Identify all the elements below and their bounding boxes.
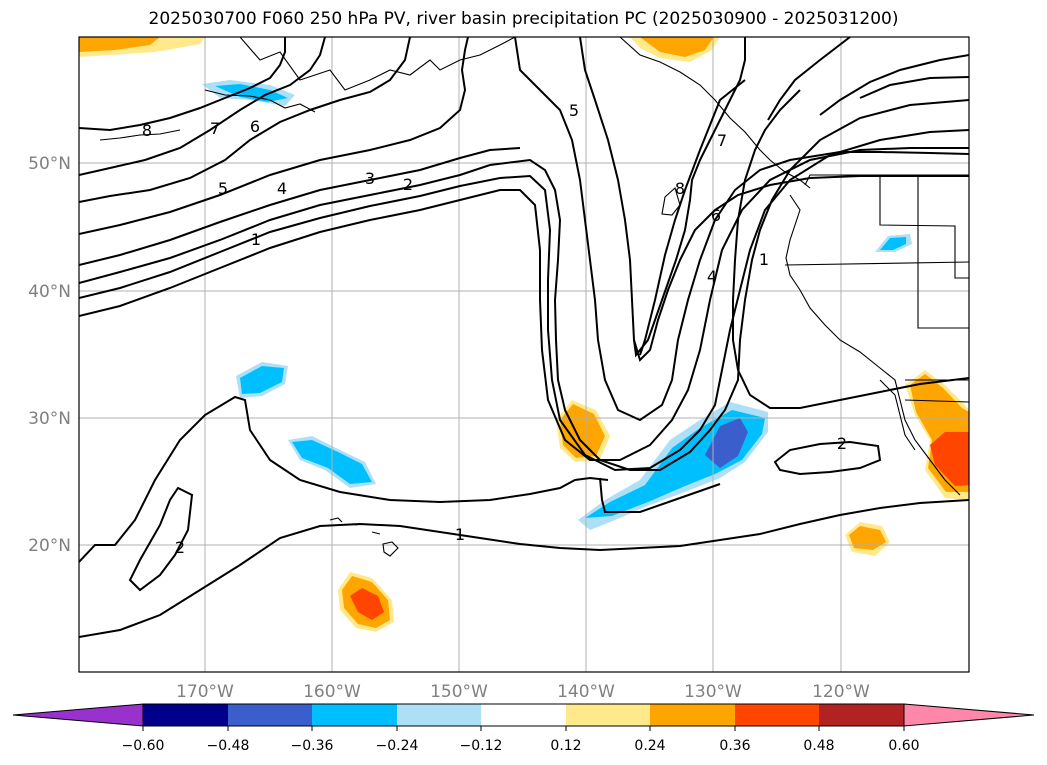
lat-label-50n: 50°N: [28, 154, 71, 174]
colorbar-segment: [650, 704, 735, 726]
lon-label-130w: 130°W: [684, 682, 742, 702]
contour-label: 6: [250, 117, 260, 136]
precip-positive-region: [930, 432, 969, 486]
longitude-labels: 170°W 160°W 150°W 140°W 130°W 120°W: [176, 682, 870, 702]
contour-label: 5: [218, 179, 228, 198]
map-title: 2025030700 F060 250 hPa PV, river basin …: [148, 9, 899, 29]
contour-label: 6: [711, 206, 721, 225]
contour-label: 3: [365, 169, 375, 188]
contour-label: 2: [837, 434, 847, 453]
precip-negative-region: [215, 84, 288, 102]
lat-label-30n: 30°N: [28, 409, 71, 429]
contour-label: 8: [142, 121, 152, 140]
pv-contours: [79, 37, 969, 638]
contour-label: 7: [717, 131, 727, 150]
colorbar-tick-label: 0.48: [803, 738, 834, 754]
contour-label: 2: [403, 175, 413, 194]
contour-label: 2: [175, 538, 185, 557]
colorbar-tick-label: 0.60: [888, 738, 919, 754]
lat-label-40n: 40°N: [28, 282, 71, 302]
colorbar-tick-label: −0.24: [376, 738, 419, 754]
precip-positive-region: [640, 37, 714, 57]
precip-positive-region: [79, 37, 160, 52]
colorbar-extend-left: [12, 703, 144, 727]
precip-negative-region: [880, 237, 906, 250]
colorbar-extend-right: [903, 703, 1035, 727]
contour-label: 1: [759, 250, 769, 269]
colorbar-tick-label: −0.60: [122, 738, 165, 754]
latitude-labels: 50°N 40°N 30°N 20°N: [28, 154, 71, 556]
lon-label-170w: 170°W: [176, 682, 234, 702]
precip-negative-region: [705, 418, 748, 468]
colorbar-segment: [228, 704, 312, 726]
colorbar-tick-label: 0.24: [634, 738, 665, 754]
contour-label: 7: [210, 119, 220, 138]
colorbar-tick-label: 0.12: [550, 738, 581, 754]
contour-label: 1: [455, 525, 465, 544]
colorbar-segment: [819, 704, 904, 726]
precip-negative-region: [240, 366, 284, 394]
colorbar-tick-label: −0.12: [460, 738, 503, 754]
precip-positive-region: [350, 588, 384, 620]
lat-label-20n: 20°N: [28, 536, 71, 556]
lon-label-140w: 140°W: [557, 682, 615, 702]
contour-label: 4: [277, 179, 287, 198]
map-frame: [78, 36, 970, 673]
precip-positive-region: [849, 526, 886, 550]
colorbar-segment: [312, 704, 397, 726]
colorbar-tick-label: 0.36: [719, 738, 750, 754]
colorbar-segment: [143, 704, 228, 726]
colorbar-segment: [397, 704, 481, 726]
contour-label: 5: [569, 101, 579, 120]
lon-label-150w: 150°W: [430, 682, 488, 702]
colorbar-segment: [735, 704, 819, 726]
colorbar-tick-label: −0.36: [291, 738, 334, 754]
colorbar-tick-label: −0.48: [207, 738, 250, 754]
lon-label-120w: 120°W: [812, 682, 870, 702]
contour-label: 4: [707, 267, 717, 286]
colorbar: −0.60 −0.48 −0.36 −0.24 −0.12 0.12 0.24 …: [12, 703, 1035, 754]
lon-label-160w: 160°W: [303, 682, 361, 702]
colorbar-segment: [481, 704, 566, 726]
contour-label: 1: [251, 230, 261, 249]
contour-label: 8: [675, 179, 685, 198]
contour-labels: 8 7 6 5 4 3 2 1 5 7 6 4 1 8 2 1 2: [142, 101, 847, 557]
coastlines: [99, 37, 969, 557]
colorbar-segment: [566, 704, 650, 726]
